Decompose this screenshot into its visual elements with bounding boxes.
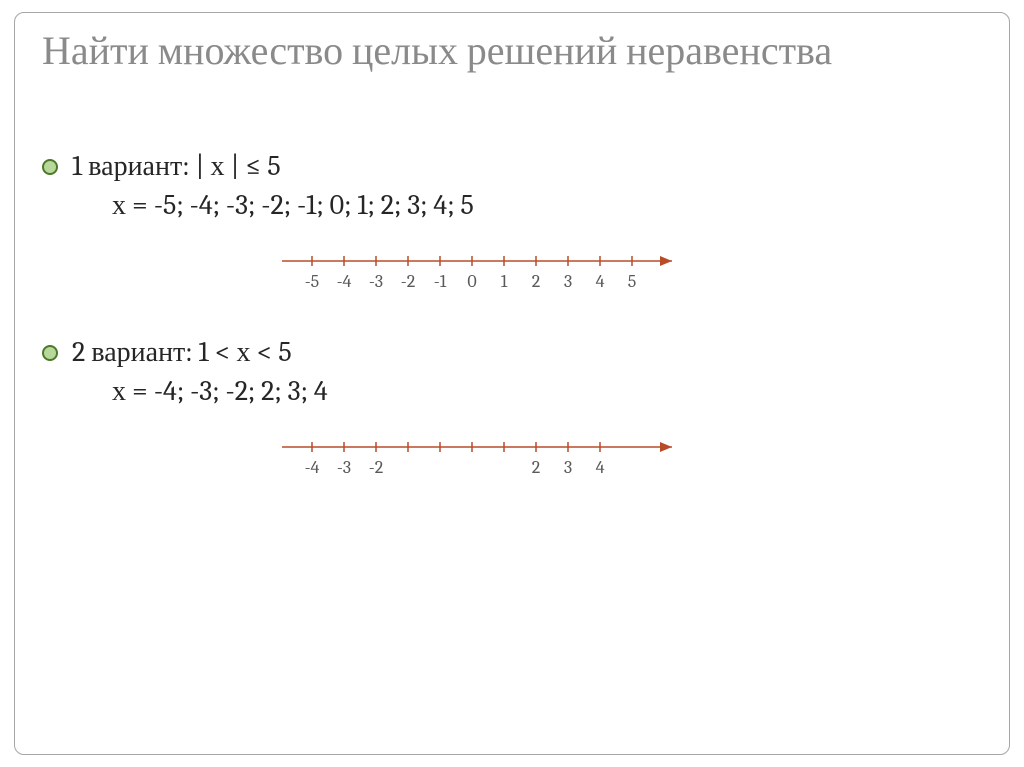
slide-body: 1 вариант: | х | ≤ 5 х = -5; -4; -3; -2;… <box>42 150 984 522</box>
number-line-1: -5 -4 -3 -2 -1 0 1 2 3 4 5 <box>272 246 692 296</box>
variant2-solution: х = -4; -3; -2; 2; 3; 4 <box>112 375 984 408</box>
variant1-solution: х = -5; -4; -3; -2; -1; 0; 1; 2; 3; 4; 5 <box>112 189 984 222</box>
number-line-1-wrap: -5 -4 -3 -2 -1 0 1 2 3 4 5 <box>272 246 984 296</box>
variant1-bullet: 1 вариант: | х | ≤ 5 <box>42 150 984 183</box>
svg-text:-2: -2 <box>401 271 415 292</box>
svg-text:0: 0 <box>467 271 476 292</box>
svg-text:4: 4 <box>596 457 605 478</box>
svg-text:-4: -4 <box>305 457 320 478</box>
svg-text:3: 3 <box>564 271 572 292</box>
svg-text:3: 3 <box>564 457 572 478</box>
svg-text:-3: -3 <box>369 271 383 292</box>
bullet-dot-icon <box>42 345 58 361</box>
slide-title: Найти множество целых решений неравенств… <box>42 28 984 74</box>
variant2-bullet: 2 вариант: 1 < х < 5 <box>42 336 984 369</box>
variant2-label: 2 вариант: 1 < х < 5 <box>72 336 292 369</box>
number-line-2: -4 -3 -2 2 3 4 <box>272 432 692 482</box>
svg-text:-1: -1 <box>434 271 447 292</box>
svg-text:-4: -4 <box>337 271 352 292</box>
bullet-dot-icon <box>42 159 58 175</box>
variant1-label: 1 вариант: | х | ≤ 5 <box>72 150 281 183</box>
svg-text:1: 1 <box>501 271 508 292</box>
svg-text:2: 2 <box>532 271 541 292</box>
svg-text:5: 5 <box>628 271 637 292</box>
number-line-2-wrap: -4 -3 -2 2 3 4 <box>272 432 984 482</box>
svg-text:-2: -2 <box>369 457 383 478</box>
svg-text:2: 2 <box>532 457 541 478</box>
svg-text:4: 4 <box>596 271 605 292</box>
slide: Найти множество целых решений неравенств… <box>0 0 1024 767</box>
svg-text:-3: -3 <box>337 457 351 478</box>
svg-text:-5: -5 <box>305 271 319 292</box>
